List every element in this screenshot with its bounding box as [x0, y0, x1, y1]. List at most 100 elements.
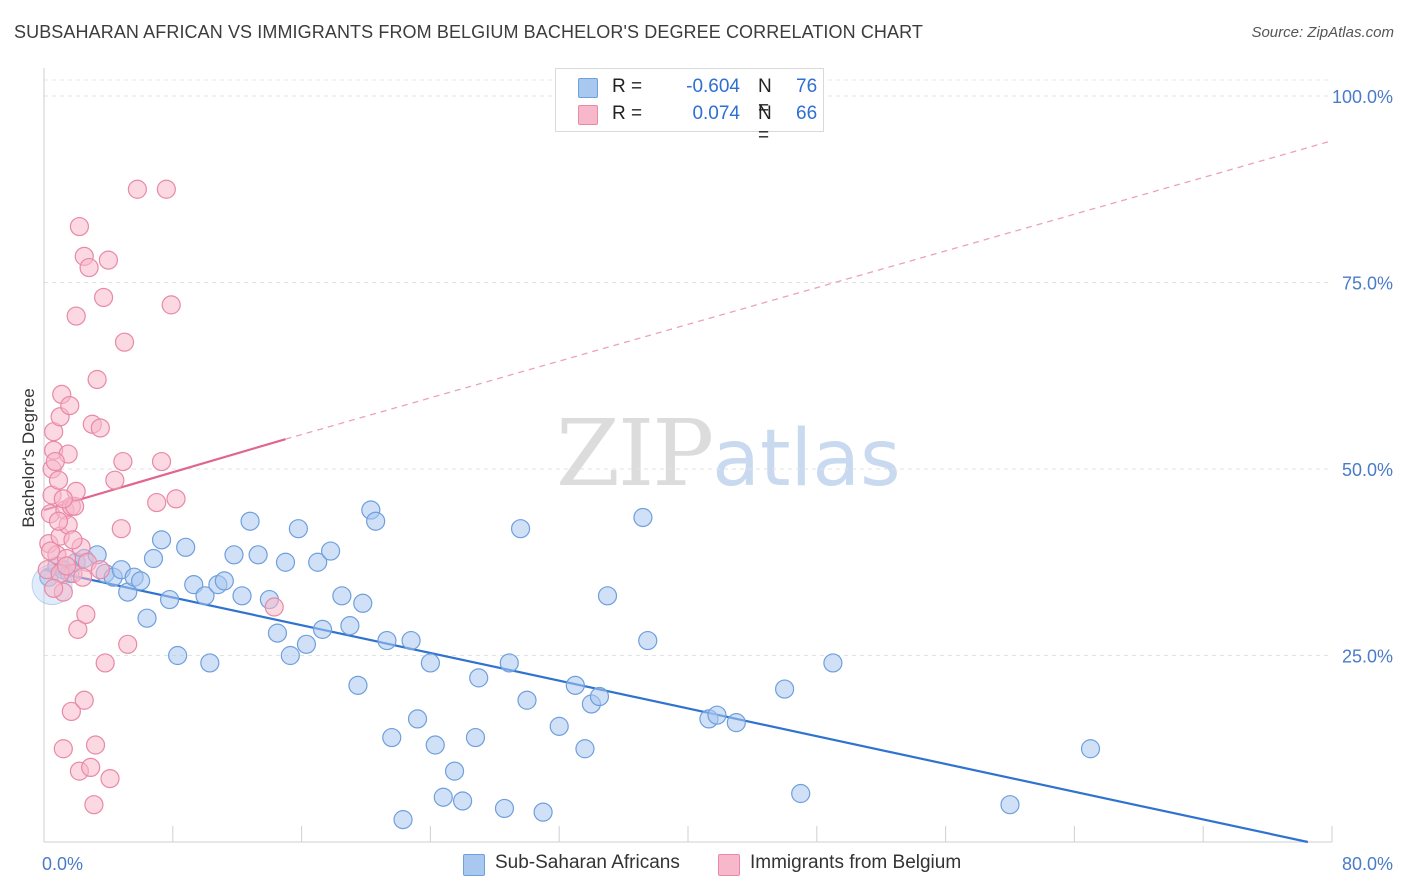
data-point — [45, 451, 65, 472]
data-point — [823, 653, 843, 673]
data-point — [791, 783, 811, 804]
data-point — [332, 586, 352, 606]
data-point — [143, 548, 164, 569]
data-point — [407, 709, 428, 729]
y-tick-label: 25.0% — [1342, 647, 1393, 667]
data-point — [113, 451, 133, 472]
data-point — [453, 791, 473, 811]
data-point — [161, 295, 181, 315]
data-point — [444, 761, 465, 781]
bottom-legend-swatch-pink — [718, 854, 740, 876]
data-point — [76, 604, 96, 625]
data-point — [60, 395, 80, 416]
data-point — [280, 645, 300, 666]
data-point — [53, 739, 73, 759]
legend-n-label: N = — [758, 103, 772, 146]
watermark-atlas: atlas — [712, 414, 901, 504]
data-point — [377, 630, 397, 651]
data-point — [275, 552, 296, 572]
data-point — [232, 586, 252, 606]
data-point — [597, 586, 618, 606]
data-point — [137, 608, 157, 628]
y-tick-label: 100.0% — [1332, 87, 1393, 107]
y-tick-label: 50.0% — [1342, 460, 1393, 480]
data-point — [68, 619, 88, 639]
data-point — [73, 567, 93, 587]
data-point — [499, 653, 519, 673]
data-point — [69, 216, 90, 237]
watermark: ZIPatlas — [556, 400, 901, 507]
legend-n-value: 76 — [796, 76, 818, 97]
data-point — [156, 179, 176, 199]
data-point — [74, 690, 94, 710]
trend-line-belgium — [43, 438, 286, 512]
legend-r-value: -0.604 — [686, 76, 740, 97]
data-point — [114, 332, 135, 352]
data-point — [353, 593, 373, 613]
data-point — [393, 810, 413, 830]
data-point — [147, 492, 167, 513]
data-point — [517, 690, 537, 710]
y-axis-label: Bachelor's Degree — [19, 388, 38, 527]
data-point — [131, 571, 151, 591]
data-point — [774, 679, 795, 699]
data-point — [93, 287, 114, 308]
data-point — [79, 257, 99, 278]
data-point — [168, 645, 188, 666]
data-point — [200, 653, 220, 673]
data-point — [267, 623, 288, 643]
legend-r-value: 0.074 — [692, 103, 740, 124]
data-point — [366, 511, 386, 531]
data-point — [420, 653, 440, 673]
data-point — [224, 545, 244, 565]
data-point — [288, 519, 308, 539]
series-sub-saharan-points — [31, 500, 1101, 830]
data-point — [176, 537, 196, 557]
data-point — [111, 519, 131, 539]
data-point — [726, 713, 746, 733]
data-point — [151, 451, 172, 472]
data-point — [340, 616, 360, 636]
legend-swatch-pink — [578, 105, 598, 125]
data-point — [240, 511, 260, 531]
watermark-zip: ZIP — [556, 400, 714, 507]
data-point — [105, 470, 125, 490]
series-belgium-points — [37, 179, 284, 815]
data-point — [1080, 739, 1101, 759]
legend-swatch-blue — [578, 78, 598, 98]
data-point — [81, 757, 101, 778]
data-point — [469, 668, 489, 688]
axes — [43, 68, 1333, 843]
data-point — [85, 735, 106, 755]
data-point — [159, 589, 180, 610]
legend-n-value: 66 — [796, 103, 818, 124]
data-point — [296, 634, 317, 654]
data-point — [48, 511, 69, 531]
source-label: Source: ZipAtlas.com — [1251, 24, 1394, 41]
data-point — [465, 727, 486, 748]
data-point — [638, 630, 658, 651]
data-point — [348, 675, 368, 695]
trend-line-sub-saharan — [43, 568, 1309, 844]
legend-r-label: R = — [612, 76, 643, 97]
data-point — [433, 787, 453, 807]
y-tick-label: 75.0% — [1342, 274, 1393, 294]
trend-line-belgium-extension — [285, 140, 1333, 440]
data-point — [44, 578, 64, 598]
x-tick-label: 0.0% — [42, 854, 83, 874]
data-point — [53, 489, 73, 509]
data-point — [425, 735, 445, 755]
data-point — [707, 705, 727, 725]
bottom-legend-swatch-blue — [463, 854, 485, 876]
legend-r-label: R = — [612, 103, 643, 124]
chart-title: SUBSAHARAN AFRICAN VS IMMIGRANTS FROM BE… — [14, 22, 924, 42]
grid-lines — [44, 79, 1332, 656]
data-point — [382, 727, 402, 748]
data-point — [308, 552, 328, 572]
data-point — [95, 653, 115, 673]
legend-n-label: N = — [758, 76, 772, 119]
x-tick-label: 80.0% — [1342, 854, 1393, 874]
data-point — [195, 586, 215, 606]
data-point — [63, 530, 83, 550]
data-point — [87, 369, 107, 390]
